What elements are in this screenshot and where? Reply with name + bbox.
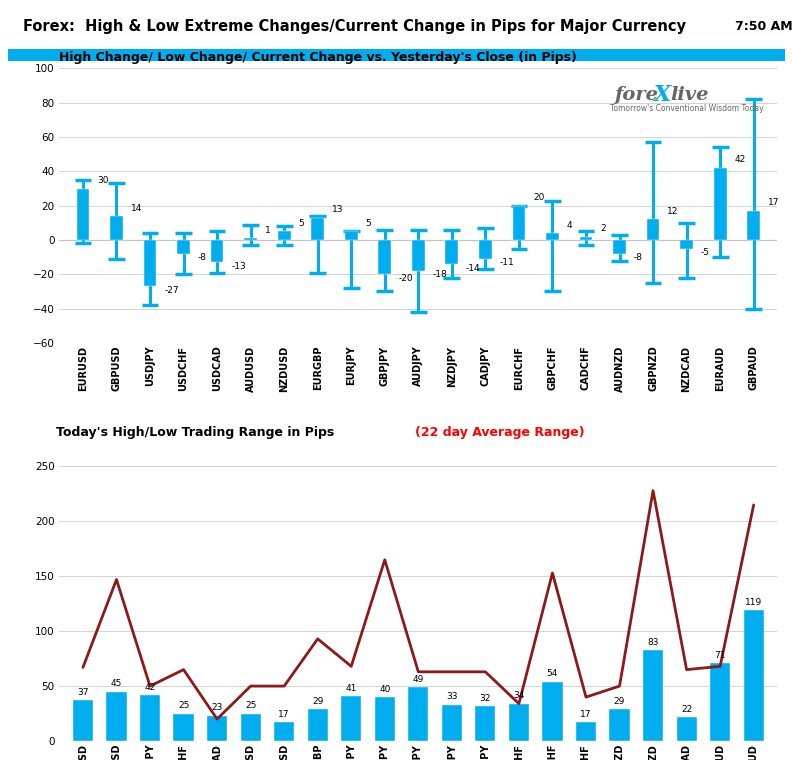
- Bar: [312, 217, 324, 240]
- Text: 5: 5: [298, 219, 304, 228]
- Bar: [375, 697, 395, 741]
- Bar: [747, 211, 760, 240]
- Text: 83: 83: [647, 638, 659, 647]
- Text: -11: -11: [500, 258, 514, 268]
- Bar: [479, 240, 492, 259]
- Bar: [509, 704, 529, 741]
- Bar: [73, 701, 93, 741]
- Bar: [244, 239, 257, 240]
- Text: 2: 2: [600, 224, 606, 233]
- Text: X: X: [653, 84, 671, 106]
- Text: 29: 29: [614, 697, 625, 706]
- Text: 41: 41: [346, 684, 357, 692]
- Bar: [475, 706, 496, 741]
- Text: 25: 25: [245, 701, 256, 711]
- Bar: [144, 240, 156, 287]
- Text: live: live: [670, 86, 709, 104]
- Text: 22: 22: [681, 705, 692, 714]
- Bar: [714, 168, 726, 240]
- Bar: [140, 695, 160, 741]
- Bar: [412, 240, 425, 271]
- Bar: [240, 714, 261, 741]
- Bar: [378, 240, 391, 274]
- Bar: [345, 231, 358, 240]
- Text: Tomorrow's Conventional Wisdom Today.: Tomorrow's Conventional Wisdom Today.: [610, 104, 765, 113]
- Text: 119: 119: [745, 598, 762, 607]
- Text: -27: -27: [164, 286, 178, 295]
- Text: 14: 14: [131, 204, 142, 213]
- Bar: [442, 705, 462, 741]
- Text: -8: -8: [634, 253, 642, 262]
- Bar: [177, 240, 190, 254]
- Bar: [308, 709, 328, 741]
- Bar: [676, 717, 697, 741]
- Text: 5: 5: [366, 219, 371, 228]
- Text: 7:50 AM: 7:50 AM: [734, 20, 792, 33]
- Text: 34: 34: [513, 692, 525, 701]
- Text: 17: 17: [278, 710, 290, 719]
- Bar: [446, 240, 458, 264]
- Bar: [613, 240, 626, 254]
- Bar: [408, 687, 428, 741]
- Bar: [278, 231, 290, 240]
- Text: High Change/ Low Change/ Current Change vs. Yesterday's Close (in Pips): High Change/ Low Change/ Current Change …: [59, 52, 577, 65]
- Text: 29: 29: [312, 697, 324, 706]
- Bar: [110, 216, 123, 240]
- Text: fore: fore: [615, 86, 658, 104]
- Bar: [106, 692, 127, 741]
- Text: 71: 71: [714, 651, 726, 660]
- Text: 33: 33: [446, 692, 458, 701]
- Bar: [77, 188, 90, 240]
- Bar: [576, 722, 596, 741]
- Bar: [211, 240, 224, 262]
- Text: 13: 13: [331, 205, 343, 214]
- Text: 4: 4: [566, 220, 573, 230]
- Text: 17: 17: [768, 198, 780, 207]
- Bar: [174, 714, 193, 741]
- Text: 49: 49: [412, 675, 424, 684]
- Text: 40: 40: [379, 685, 390, 694]
- Text: -8: -8: [197, 253, 207, 262]
- Text: 42: 42: [144, 682, 155, 692]
- Bar: [610, 709, 630, 741]
- Text: 45: 45: [111, 679, 122, 689]
- Bar: [643, 650, 663, 741]
- Text: 1: 1: [265, 226, 270, 235]
- Text: -14: -14: [466, 264, 481, 273]
- Text: Forex:  High & Low Extreme Changes/Current Change in Pips for Major Currency: Forex: High & Low Extreme Changes/Curren…: [24, 19, 687, 34]
- Text: 12: 12: [667, 207, 679, 216]
- Bar: [710, 663, 730, 741]
- Text: -20: -20: [399, 274, 413, 283]
- Text: 54: 54: [546, 670, 558, 679]
- Bar: [341, 696, 362, 741]
- Text: -18: -18: [432, 271, 447, 280]
- Text: 23: 23: [212, 704, 223, 712]
- Text: (22 day Average Range): (22 day Average Range): [415, 426, 584, 439]
- Text: -13: -13: [232, 262, 246, 271]
- Bar: [207, 716, 227, 741]
- FancyBboxPatch shape: [0, 4, 793, 51]
- Text: 17: 17: [580, 710, 592, 719]
- Bar: [542, 682, 562, 741]
- Bar: [546, 233, 559, 240]
- Bar: [646, 220, 660, 240]
- Text: Today's High/Low Trading Range in Pips: Today's High/Low Trading Range in Pips: [56, 426, 339, 439]
- Text: 20: 20: [533, 193, 544, 202]
- Bar: [512, 206, 525, 240]
- Text: 37: 37: [77, 688, 89, 697]
- Bar: [580, 236, 592, 240]
- Bar: [680, 240, 693, 249]
- Bar: [274, 722, 294, 741]
- Text: 32: 32: [480, 694, 491, 702]
- Text: 42: 42: [734, 156, 745, 164]
- Text: 30: 30: [97, 176, 109, 185]
- Text: -5: -5: [701, 248, 710, 257]
- Text: 25: 25: [178, 701, 190, 711]
- Bar: [744, 610, 764, 741]
